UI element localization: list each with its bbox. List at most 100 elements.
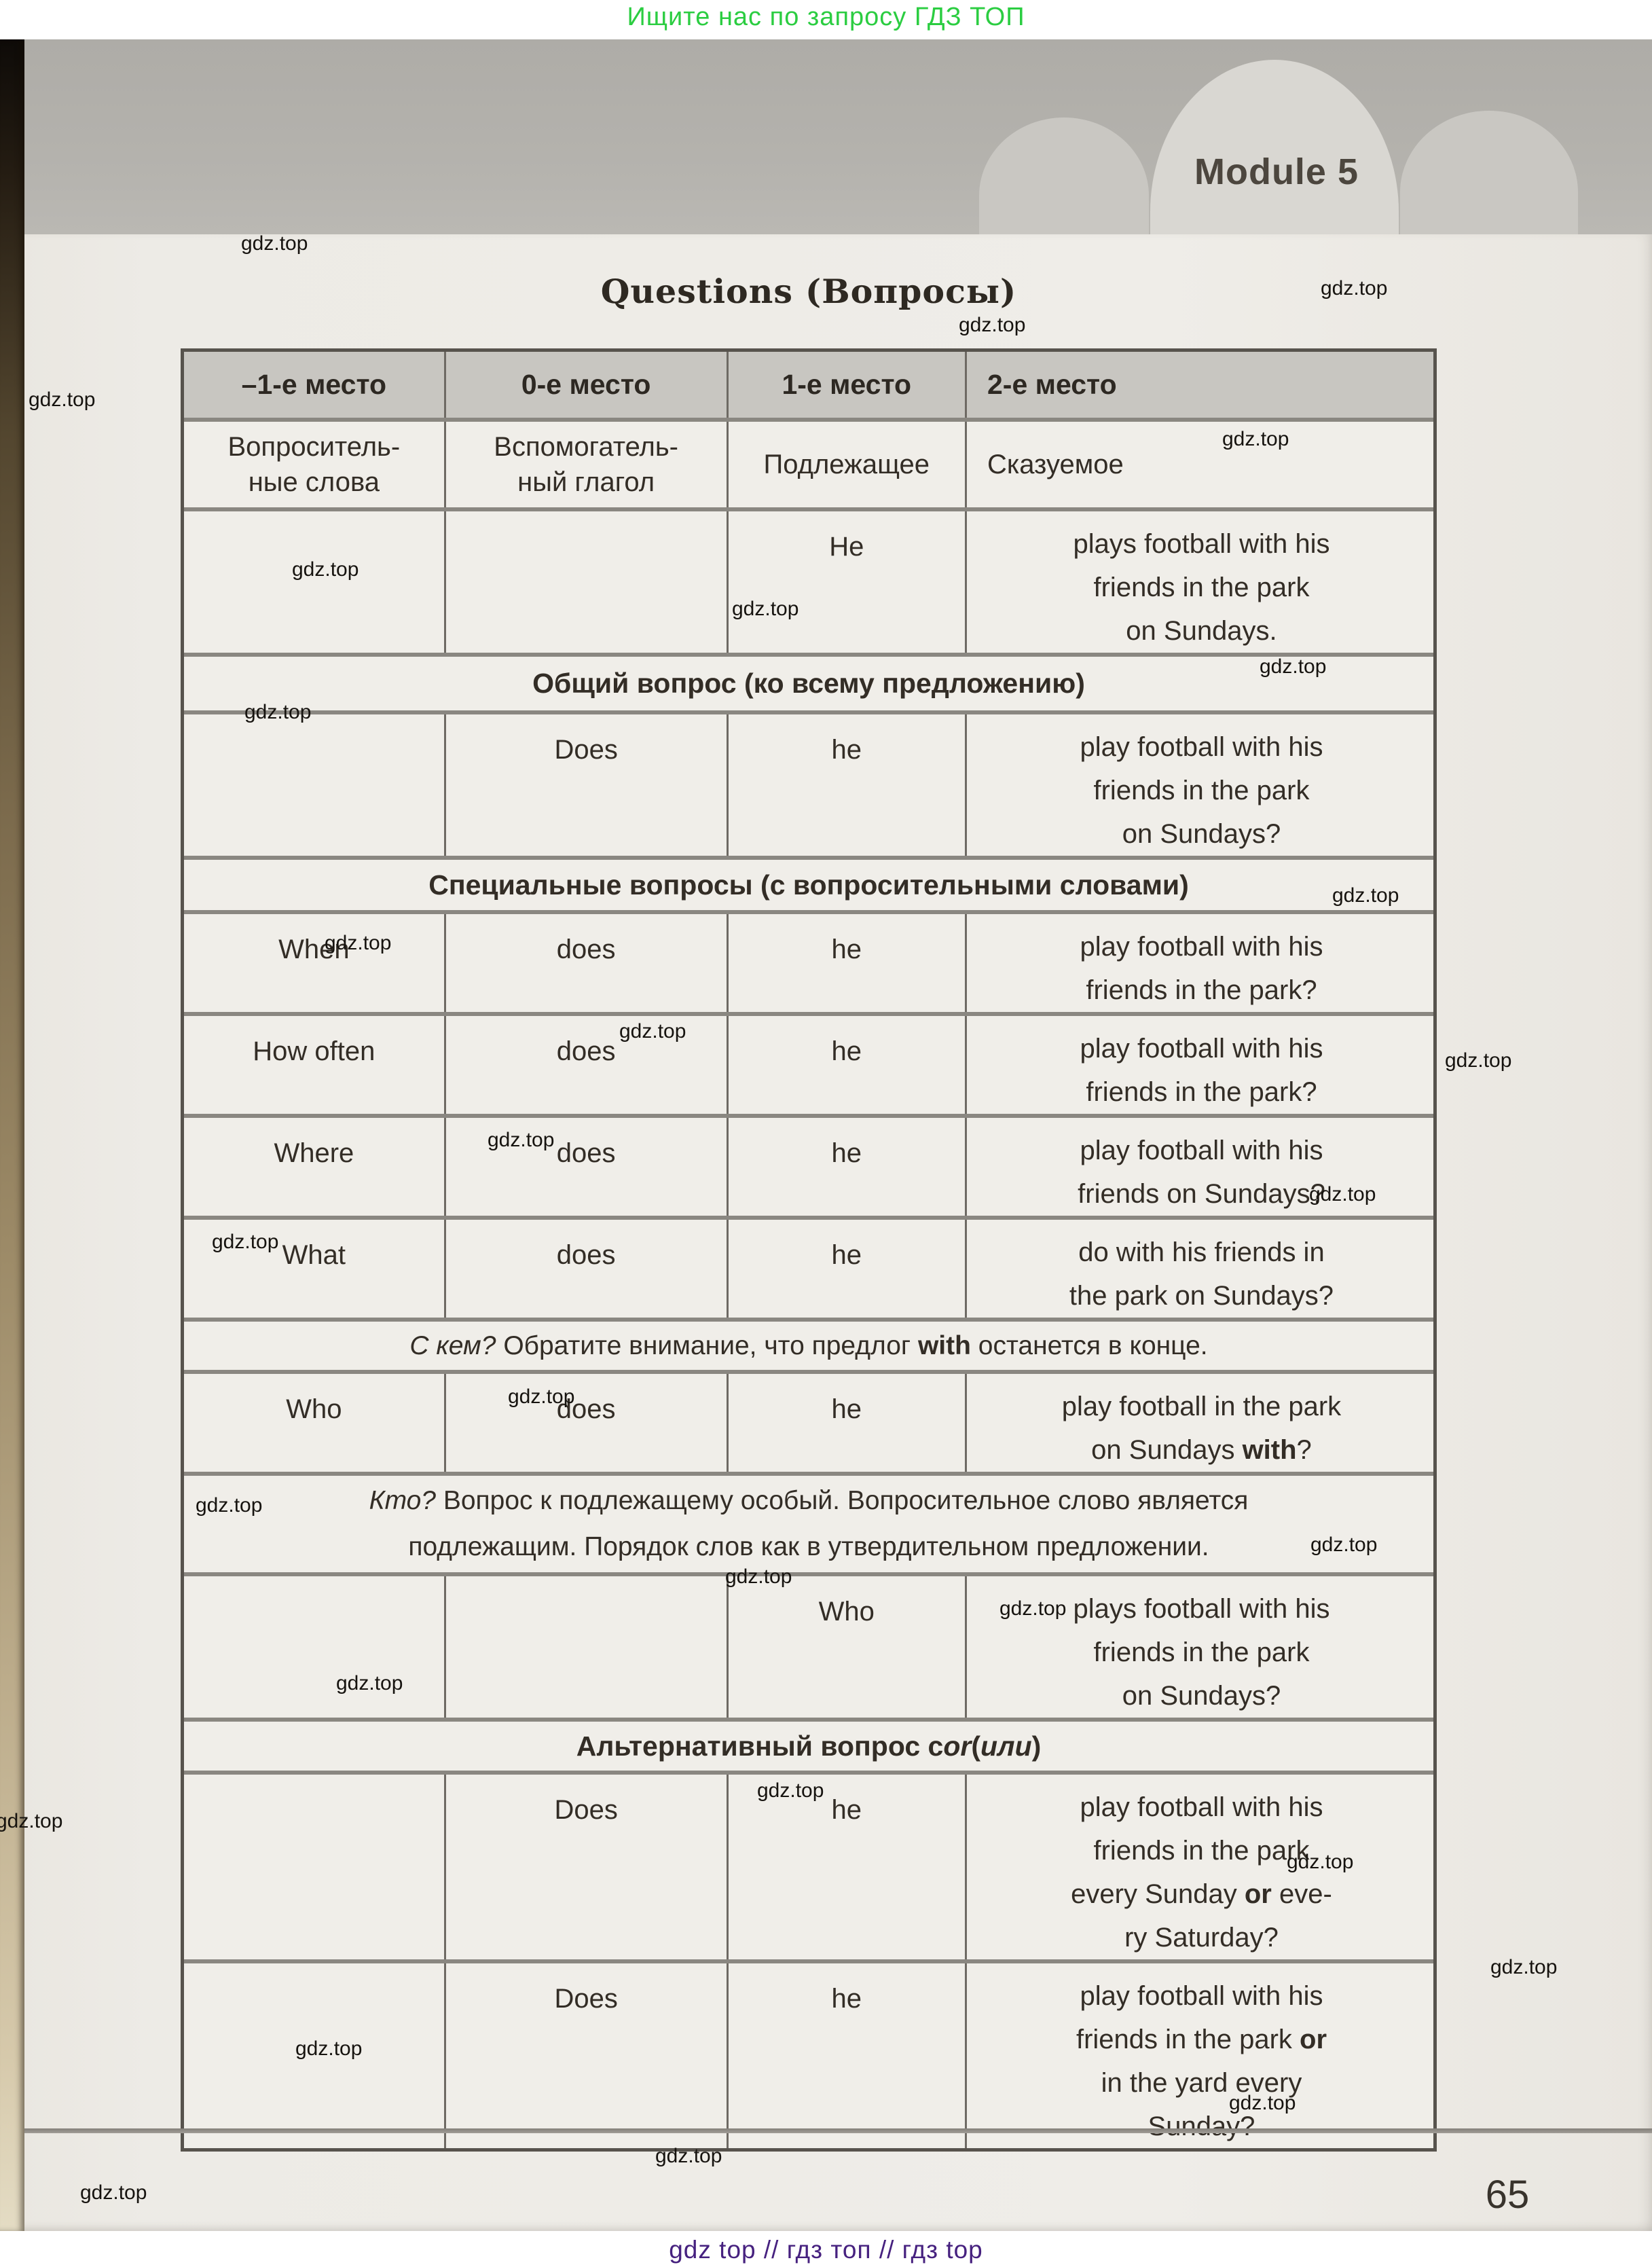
watermark: gdz.top [1287, 1851, 1354, 1873]
section-header-label: Специальные вопросы (с вопросительными с… [428, 869, 1189, 901]
aux-does: Does [443, 1775, 727, 1959]
watermark: gdz.top [732, 598, 799, 620]
table-subheader-row: Вопроситель- ные слова Вспомогатель- ный… [184, 418, 1433, 507]
aux-does: Does [443, 714, 727, 856]
watermark: gdz.top [1321, 277, 1388, 300]
watermark: gdz.top [725, 1565, 792, 1588]
module-title: Module 5 [1194, 151, 1359, 192]
sentence-line: friends in the park? [1086, 975, 1317, 1005]
sentence-line: in the yard every [1101, 2068, 1302, 2098]
subheader-line: ные слова [248, 467, 380, 497]
note-subject-question: Кто? Вопрос к подлежащему особый. Вопрос… [184, 1472, 1433, 1572]
question-word: What [282, 1240, 346, 1270]
sentence-line: on Sundays with? [1091, 1435, 1312, 1465]
watermark: gdz.top [212, 1231, 279, 1253]
how-often-question-row: How often does he play football with his… [184, 1012, 1433, 1114]
predicate-cell: play football with his friends in the pa… [964, 1016, 1433, 1114]
book-spine [0, 39, 24, 2231]
aux-does: does [443, 1374, 727, 1472]
subject-he: he [726, 714, 965, 856]
watermark: gdz.top [1222, 428, 1289, 450]
bold-or: or [1300, 2025, 1327, 2054]
subheader-question-words: Вопроситель- ные слова [184, 422, 444, 507]
statement-subject: He [726, 511, 965, 653]
predicate-cell: play football with his friends in the pa… [964, 914, 1433, 1012]
col-header-1: 1-е место [726, 352, 965, 418]
watermark: gdz.top [488, 1129, 555, 1151]
predicate-cell: plays football with his friends in the p… [964, 1576, 1433, 1718]
empty-cell [184, 1576, 444, 1718]
page-number: 65 [1485, 2173, 1530, 2217]
questions-grammar-table: –1-е место 0-е место 1-е место 2-е место… [181, 348, 1437, 2152]
sentence-line: friends in the park [1093, 776, 1310, 805]
bold-or: or [1244, 1879, 1272, 1909]
module-header-band [0, 39, 1652, 234]
subject-who: Who [726, 1576, 965, 1718]
where-question-row: Where does he play football with his fri… [184, 1114, 1433, 1216]
question-word: Who [286, 1394, 342, 1424]
general-question-row: Does he play football with his friends i… [184, 710, 1433, 856]
petal-decoration-right [1400, 111, 1578, 234]
question-word: Where [274, 1138, 354, 1168]
aux-does: Does [443, 1963, 727, 2148]
watermark: gdz.top [80, 2181, 147, 2204]
note-lead-italic: Кто? [369, 1486, 436, 1515]
watermark: gdz.top [1332, 884, 1399, 907]
sentence-line: play football with his [1080, 732, 1323, 762]
sentence-line: every Sunday or eve- [1071, 1879, 1332, 1909]
italic-ili: или [980, 1730, 1032, 1762]
sentence-line: on Sundays? [1122, 819, 1281, 849]
predicate-cell: play football with his friends in the pa… [964, 714, 1433, 856]
who-object-question-row: Who does he play football in the park on… [184, 1370, 1433, 1472]
subject-he: he [726, 914, 965, 1012]
table-header-row: –1-е место 0-е место 1-е место 2-е место [184, 352, 1433, 418]
watermark: gdz.top [244, 701, 312, 723]
note-body: Обратите внимание, что предлог [496, 1330, 918, 1360]
watermark: gdz.top [0, 1810, 63, 1832]
sentence-line: play football with his [1080, 1034, 1323, 1064]
subject-he: he [726, 1016, 965, 1114]
empty-cell [443, 1576, 727, 1718]
page-edge-line [20, 2128, 1652, 2133]
watermark: gdz.top [1445, 1049, 1512, 1072]
watermark: gdz.top [241, 232, 308, 255]
watermark: gdz.top [1260, 655, 1327, 678]
watermark: gdz.top [29, 388, 96, 411]
watermark: gdz.top [1490, 1956, 1558, 1978]
subheader-line: Вопроситель- [227, 432, 401, 462]
italic-or: or [943, 1730, 972, 1762]
empty-cell [184, 511, 444, 653]
watermark: gdz.top [292, 558, 359, 581]
predicate-cell: play football with his friends in the pa… [964, 1963, 1433, 2148]
empty-cell [184, 1775, 444, 1959]
alternative-question-row-2: Does he play football with his friends i… [184, 1959, 1433, 2148]
alternative-question-row-1: Does he play football with his friends i… [184, 1771, 1433, 1959]
note-with-preposition: С кем? Обратите внимание, что предлог wi… [184, 1318, 1433, 1370]
sentence-line: friends in the park [1093, 1637, 1310, 1667]
note-text: С кем? Обратите внимание, что предлог wi… [184, 1322, 1433, 1370]
predicate-cell: play football with his friends on Sunday… [964, 1118, 1433, 1216]
aux-does: does [443, 1118, 727, 1216]
note-lead-italic: С кем? [409, 1330, 496, 1360]
watermark: gdz.top [336, 1672, 403, 1694]
sentence-line: Sunday? [1148, 2111, 1255, 2141]
sentence-line: friends in the park [1093, 573, 1310, 602]
subheader-predicate: Сказуемое [964, 422, 1433, 507]
sentence-line: play football with his [1080, 1981, 1323, 2011]
watermark: gdz.top [1310, 1534, 1378, 1556]
note-text: Кто? Вопрос к подлежащему особый. Вопрос… [184, 1476, 1433, 1572]
subject-he: he [726, 1963, 965, 2148]
subject-he: he [726, 1220, 965, 1318]
watermark: gdz.top [999, 1597, 1067, 1620]
aux-does: does [443, 914, 727, 1012]
subject-he: he [726, 1775, 965, 1959]
section-alternative-question: Альтернативный вопрос с or (или) [184, 1718, 1433, 1771]
watermark: gdz.top [295, 2037, 363, 2060]
bold-with: with [1242, 1435, 1297, 1465]
sentence-line: on Sundays. [1126, 616, 1277, 646]
promo-banner-text: Ищите нас по запросу ГДЗ ТОП [627, 3, 1025, 31]
subheader-line: ный глагол [517, 467, 655, 497]
note-bold-with: with [917, 1330, 971, 1360]
col-header-0: 0-е место [443, 352, 727, 418]
section-header-label: Альтернативный вопрос с or (или) [576, 1730, 1042, 1762]
